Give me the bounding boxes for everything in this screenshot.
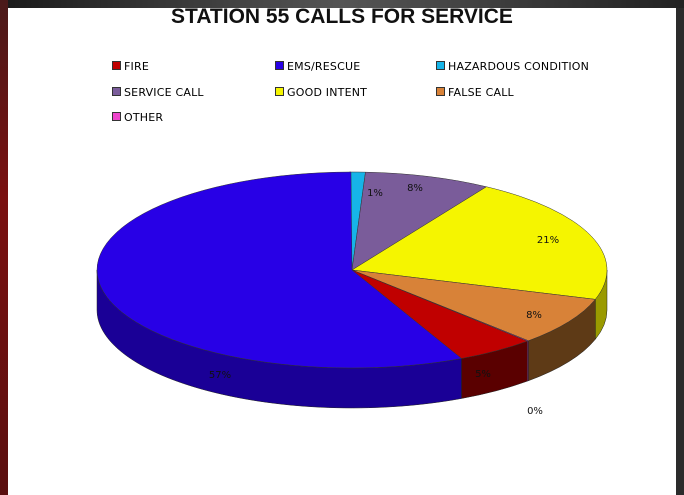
legend-item-false-call: FALSE CALL bbox=[436, 86, 514, 99]
legend-swatch-false-call bbox=[436, 87, 445, 96]
pie-slice-ems-rescue bbox=[96, 171, 463, 369]
data-label-fire: 5% bbox=[475, 369, 491, 380]
legend-swatch-hazardous-condition bbox=[436, 61, 445, 70]
legend-label-fire: FIRE bbox=[124, 60, 149, 73]
legend-swatch-other bbox=[112, 112, 121, 121]
data-label-hazardous-condition: 1% bbox=[367, 188, 383, 199]
legend-item-fire: FIRE bbox=[112, 60, 149, 73]
pie-slice-false-call bbox=[351, 269, 596, 342]
legend-label-hazardous-condition: HAZARDOUS CONDITION bbox=[448, 60, 590, 73]
legend-label-other: OTHER bbox=[124, 111, 164, 124]
legend-item-hazardous-condition: HAZARDOUS CONDITION bbox=[436, 60, 589, 73]
pie-slice-service-call bbox=[351, 171, 488, 271]
chart-title: STATION 55 CALLS FOR SERVICE bbox=[171, 5, 513, 28]
legend-item-other: OTHER bbox=[112, 111, 163, 124]
legend-swatch-ems-rescue bbox=[275, 61, 284, 70]
legend-swatch-fire bbox=[112, 61, 121, 70]
data-label-good-intent: 21% bbox=[537, 235, 559, 246]
data-label-false-call: 8% bbox=[526, 310, 542, 321]
data-label-service-call: 8% bbox=[407, 183, 423, 194]
legend-label-good-intent: GOOD INTENT bbox=[287, 86, 368, 99]
legend-swatch-service-call bbox=[112, 87, 121, 96]
legend-label-false-call: FALSE CALL bbox=[448, 86, 514, 99]
legend-label-service-call: SERVICE CALL bbox=[124, 86, 204, 99]
pie-slice-good-intent bbox=[351, 186, 608, 300]
slide-left-border bbox=[0, 0, 8, 495]
slide-top-border bbox=[0, 0, 684, 8]
data-label-ems-rescue: 57% bbox=[209, 370, 231, 381]
data-label-other: 0% bbox=[527, 406, 543, 417]
legend-item-good-intent: GOOD INTENT bbox=[275, 86, 367, 99]
legend-item-service-call: SERVICE CALL bbox=[112, 86, 204, 99]
legend-item-ems-rescue: EMS/RESCUE bbox=[275, 60, 360, 73]
legend-label-ems-rescue: EMS/RESCUE bbox=[287, 60, 361, 73]
legend-swatch-good-intent bbox=[275, 87, 284, 96]
